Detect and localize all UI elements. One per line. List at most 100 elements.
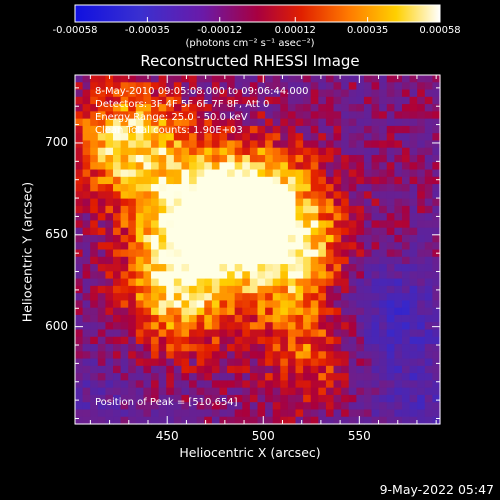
heatmap-cell [128,82,137,91]
heatmap-cell [128,111,137,120]
heatmap-cell [363,184,373,192]
heatmap-cell [401,242,411,251]
heatmap-cell [227,416,236,425]
heatmap-cell [75,104,84,112]
heatmap-cell [272,133,281,142]
heatmap-cell [280,89,289,98]
heatmap-cell [234,147,243,156]
heatmap-cell [189,358,198,367]
heatmap-cell [325,314,335,323]
heatmap-cell [356,409,365,418]
heatmap-cell [348,198,357,207]
heatmap-cell [401,89,411,98]
heatmap-cell [211,264,221,272]
heatmap-cell [158,394,167,403]
heatmap-cell [379,191,388,200]
heatmap-cell [173,314,183,323]
heatmap-cell [409,118,418,127]
heatmap-cell [386,329,395,338]
heatmap-cell [394,220,403,229]
heatmap-cell [211,184,221,192]
heatmap-cell [341,125,350,134]
heatmap-cell [325,278,335,287]
heatmap-cell [310,75,319,83]
heatmap-cell [82,300,91,309]
heatmap-cell [272,264,281,272]
heatmap-cell [128,409,137,418]
heatmap-cell [196,358,205,367]
heatmap-cell [356,176,365,185]
heatmap-cell [348,256,357,265]
heatmap-cell [257,394,266,403]
heatmap-cell [303,293,312,301]
heatmap-cell [128,300,137,309]
heatmap-cell [265,198,274,207]
heatmap-cell [90,351,99,360]
heatmap-cell [295,205,304,214]
heatmap-cell [113,307,122,316]
heatmap-cell [211,242,221,251]
heatmap-cell [287,125,297,134]
heatmap-cell [295,191,304,200]
heatmap-cell [257,300,266,309]
heatmap-cell [371,176,380,185]
heatmap-cell [249,162,259,171]
heatmap-cell [143,140,152,149]
heatmap-cell [143,314,152,323]
heatmap-cell [303,249,312,258]
heatmap-cell [82,271,91,280]
heatmap-cell [151,242,160,251]
heatmap-cell [310,184,319,192]
heatmap-cell [128,256,137,265]
heatmap-cell [265,125,274,134]
heatmap-cell [249,184,259,192]
heatmap-cell [394,336,403,345]
heatmap-cell [265,307,274,316]
heatmap-cell [386,111,395,120]
heatmap-cell [128,169,137,178]
heatmap-cell [265,336,274,345]
heatmap-cell [325,402,335,411]
heatmap-cell [371,293,380,301]
heatmap-cell [401,322,411,331]
heatmap-cell [151,373,160,381]
heatmap-cell [295,140,304,149]
heatmap-cell [242,104,251,112]
heatmap-cell [424,125,433,134]
heatmap-cell [90,387,99,396]
heatmap-cell [265,394,274,403]
heatmap-cell [135,358,145,367]
heatmap-cell [82,249,91,258]
heatmap-cell [348,402,357,411]
heatmap-cell [379,75,388,83]
heatmap-cell [181,176,190,185]
heatmap-cell [234,285,243,294]
heatmap-cell [394,373,403,381]
heatmap-cell [211,285,221,294]
heatmap-cell [211,329,221,338]
heatmap-cell [348,220,357,229]
heatmap-cell [135,322,145,331]
heatmap-cell [417,402,426,411]
heatmap-cell [363,111,373,120]
heatmap-cell [394,154,403,163]
heatmap-cell [287,227,297,236]
heatmap-cell [287,82,297,91]
heatmap-cell [151,205,160,214]
heatmap-cell [310,133,319,142]
heatmap-cell [227,394,236,403]
heatmap-cell [120,205,129,214]
heatmap-cell [379,234,388,243]
heatmap-cell [310,191,319,200]
heatmap-cell [249,82,259,91]
heatmap-cell [189,104,198,112]
heatmap-cell [394,416,403,425]
heatmap-cell [173,227,183,236]
heatmap-cell [75,416,84,425]
heatmap-cell [287,402,297,411]
heatmap-cell [113,227,122,236]
heatmap-cell [158,351,167,360]
heatmap-cell [105,176,114,185]
heatmap-cell [371,373,380,381]
heatmap-cell [90,213,99,222]
